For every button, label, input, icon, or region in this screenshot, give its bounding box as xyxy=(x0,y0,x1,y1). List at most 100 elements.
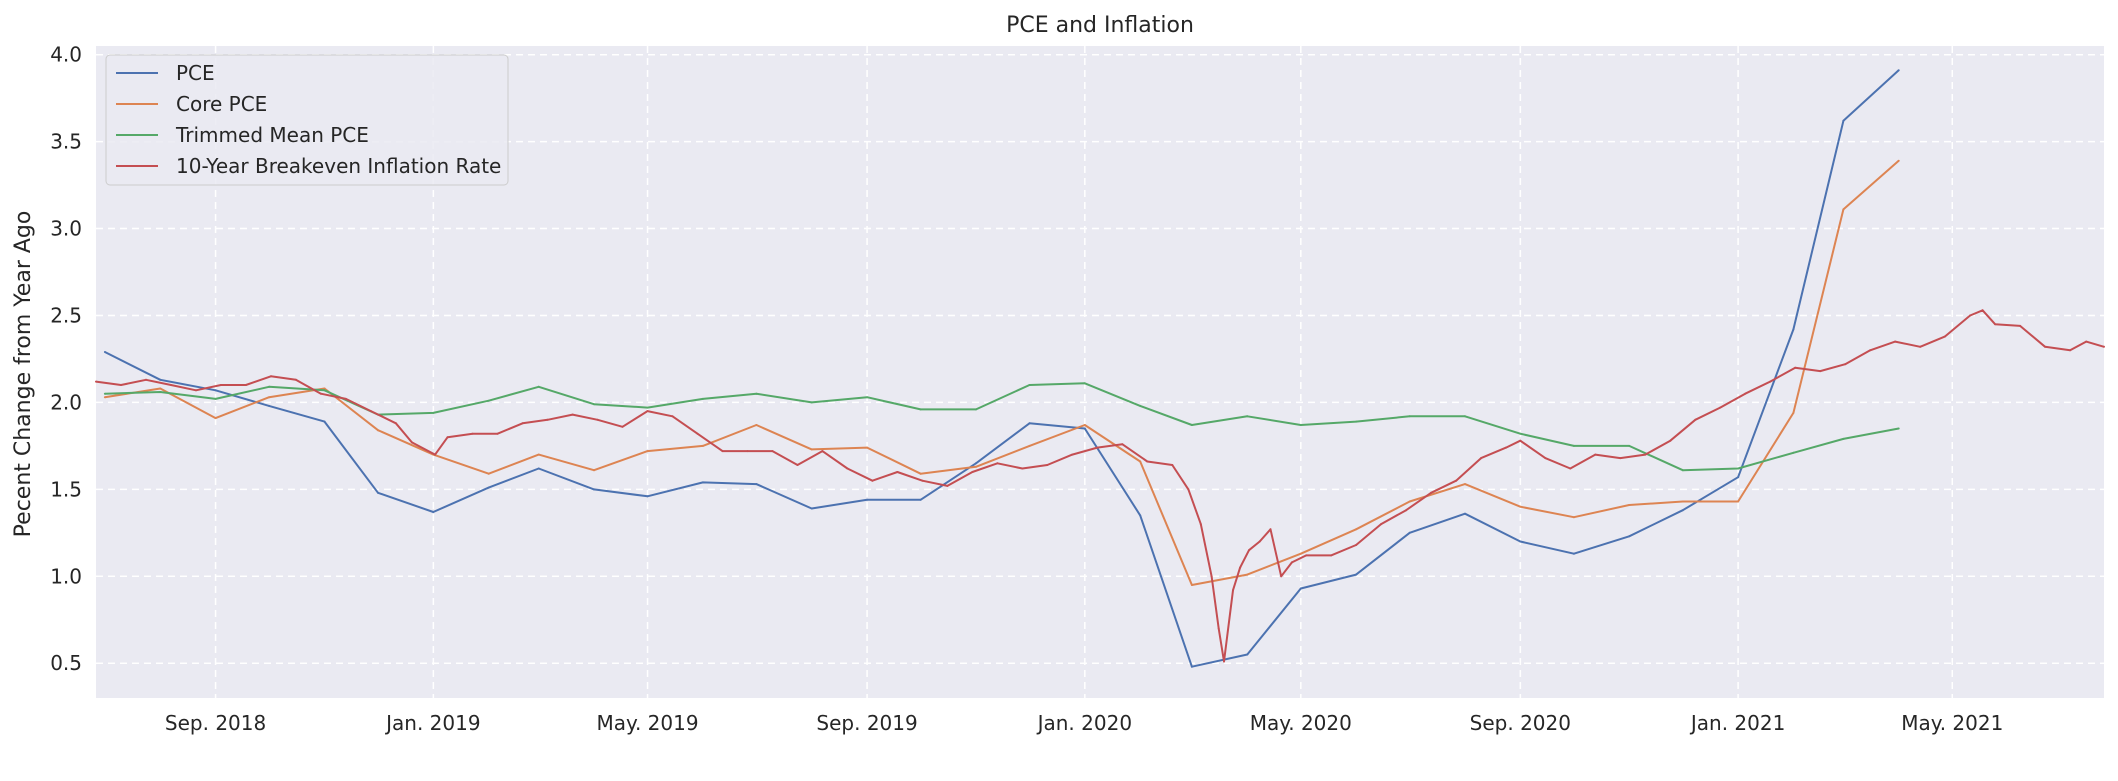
data-point xyxy=(1455,479,1458,482)
data-point xyxy=(1744,392,1747,395)
data-point xyxy=(621,425,624,428)
data-point xyxy=(1021,467,1024,470)
data-point xyxy=(1844,363,1847,366)
legend-label: 10-Year Breakeven Inflation Rate xyxy=(176,154,501,178)
data-point xyxy=(323,389,326,392)
data-point xyxy=(1819,370,1822,373)
data-point xyxy=(921,479,924,482)
data-point xyxy=(1171,464,1174,466)
data-point xyxy=(701,481,704,484)
data-point xyxy=(319,392,322,395)
data-point xyxy=(1569,467,1572,470)
data-point xyxy=(521,422,524,425)
data-point xyxy=(1248,549,1250,552)
x-tick-label: Sep. 2020 xyxy=(1470,711,1571,735)
data-point xyxy=(696,432,699,435)
data-point xyxy=(1408,415,1411,418)
data-point xyxy=(1737,467,1740,470)
gridlines xyxy=(96,46,2104,698)
data-point xyxy=(394,422,397,425)
y-tick-label: 1.5 xyxy=(50,477,82,501)
data-point xyxy=(214,389,217,392)
x-tick-label: Jan. 2021 xyxy=(1689,711,1785,735)
data-point xyxy=(1071,453,1074,456)
x-tick-label: May. 2021 xyxy=(1901,711,2003,735)
x-tick-label: May. 2020 xyxy=(1250,711,1352,735)
data-point xyxy=(1869,349,1872,352)
data-point xyxy=(214,417,217,420)
data-point xyxy=(996,462,999,465)
data-point xyxy=(1355,544,1358,546)
data-point xyxy=(1628,444,1631,447)
data-point xyxy=(1217,627,1220,630)
data-point xyxy=(755,424,758,426)
data-point xyxy=(1519,432,1522,435)
data-point xyxy=(1544,457,1547,460)
data-point xyxy=(537,453,540,456)
data-point xyxy=(671,415,674,418)
data-point xyxy=(1769,380,1772,383)
data-point xyxy=(1139,514,1142,517)
data-point xyxy=(975,408,977,411)
data-point xyxy=(1464,512,1466,515)
data-point xyxy=(496,432,499,435)
data-point xyxy=(546,418,549,421)
data-point xyxy=(593,469,595,472)
data-point xyxy=(446,436,449,439)
legend: PCE Core PCE Trimmed Mean PCE 10-Year Break… xyxy=(105,54,509,186)
y-tick-label: 1.0 xyxy=(50,564,82,588)
data-point xyxy=(1246,415,1249,418)
data-point xyxy=(268,385,271,388)
series-line xyxy=(95,309,2105,663)
x-tick-label: Sep. 2019 xyxy=(816,711,917,735)
legend-label: Trimmed Mean PCE xyxy=(175,123,369,147)
data-point xyxy=(596,418,599,421)
data-point xyxy=(1681,509,1684,512)
data-point xyxy=(975,462,977,465)
data-point xyxy=(771,450,774,453)
data-point xyxy=(846,467,849,470)
data-point xyxy=(159,391,162,393)
series-line xyxy=(104,160,1900,586)
data-point xyxy=(1430,491,1433,494)
data-point xyxy=(1355,420,1358,423)
data-point xyxy=(721,450,724,453)
data-point xyxy=(646,406,649,409)
data-point xyxy=(1792,328,1795,331)
chart-title: PCE and Inflation xyxy=(1006,13,1194,38)
data-point xyxy=(593,403,595,406)
data-point xyxy=(1299,424,1302,426)
data-point xyxy=(1305,554,1308,557)
data-point xyxy=(2019,324,2022,327)
data-point xyxy=(1290,561,1293,564)
data-point xyxy=(1464,483,1466,486)
data-point xyxy=(1232,589,1234,592)
data-point xyxy=(810,448,813,451)
data-point xyxy=(1199,523,1202,526)
data-point xyxy=(1210,575,1213,578)
data-point xyxy=(866,498,869,501)
series-layer xyxy=(95,69,2105,668)
data-point xyxy=(701,397,704,400)
x-tick-label: May. 2019 xyxy=(596,711,698,735)
data-point xyxy=(1894,340,1897,343)
data-point xyxy=(701,444,704,447)
data-point xyxy=(1408,500,1411,503)
data-point xyxy=(120,384,122,386)
data-point xyxy=(159,378,162,381)
data-point xyxy=(646,410,649,413)
data-point xyxy=(434,453,437,456)
data-point xyxy=(1519,439,1522,442)
data-point xyxy=(1737,476,1740,479)
data-point xyxy=(1628,535,1631,538)
data-point xyxy=(1083,382,1086,385)
data-point xyxy=(1083,427,1086,430)
data-point xyxy=(103,396,106,399)
data-point xyxy=(432,511,435,513)
data-point xyxy=(1355,573,1358,576)
data-point xyxy=(646,450,649,453)
data-point xyxy=(1246,573,1249,576)
data-point xyxy=(1919,345,1922,348)
data-point xyxy=(369,410,372,413)
data-point xyxy=(866,396,869,399)
